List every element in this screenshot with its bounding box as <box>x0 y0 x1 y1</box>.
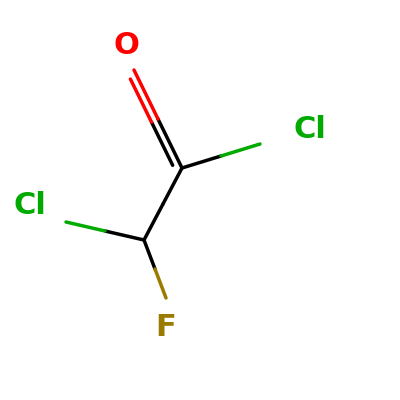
Text: F: F <box>156 314 176 342</box>
Text: Cl: Cl <box>14 192 46 220</box>
Text: O: O <box>113 32 139 60</box>
Text: Cl: Cl <box>294 116 326 144</box>
